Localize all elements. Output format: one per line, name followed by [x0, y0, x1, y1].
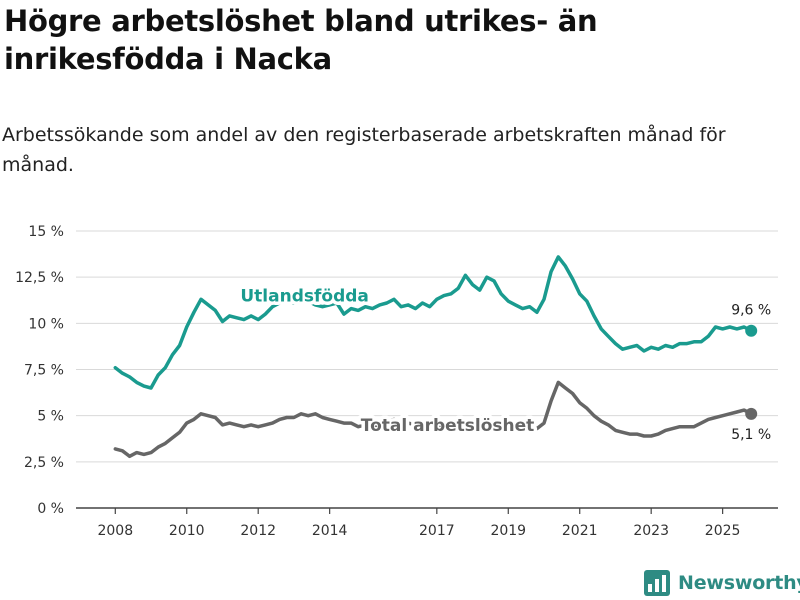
y-tick-label: 0 %: [37, 501, 64, 517]
end-point-utlandsfodda: [745, 324, 758, 337]
y-tick-label: 10 %: [28, 316, 64, 332]
x-tick-label: 2010: [169, 523, 205, 539]
brand-name: Newsworthy: [678, 572, 800, 594]
series-line-total-arbetsloshet: [113, 380, 753, 459]
series-labels: Utlandsfödda 9,6 % Total arbetslöshet 5,1 %: [237, 283, 773, 445]
chart-subtitle: Arbetssökande som andel av den registerb…: [2, 124, 726, 176]
x-tick-label: 2021: [562, 523, 598, 539]
series-lines: [113, 255, 758, 459]
end-point-total-arbetsloshet: [745, 407, 758, 420]
end-value-label-utlandsfodda: 9,6 %: [731, 303, 771, 319]
series-label-total-arbetsloshet: Total arbetslöshet: [361, 416, 535, 436]
x-tick-label: 2008: [97, 523, 133, 539]
series-line-utlandsfodda: [113, 255, 753, 390]
x-tick-label: 2023: [633, 523, 669, 539]
series-label-utlandsfodda: Utlandsfödda: [240, 287, 369, 307]
y-tick-label: 2,5 %: [24, 455, 64, 471]
y-tick-label: 7,5 %: [24, 363, 64, 379]
y-axis-ticks: 0 % 2,5 % 5 % 7,5 % 10 % 12,5 % 15 %: [15, 224, 64, 517]
y-tick-label: 5 %: [37, 409, 64, 425]
newsworthy-logo: Newsworthy: [644, 568, 800, 598]
end-value-label-total-arbetsloshet: 5,1 %: [731, 427, 771, 443]
chart-title: Högre arbetslöshet bland utrikes- än inr…: [4, 4, 598, 76]
y-tick-label: 12,5 %: [15, 270, 64, 286]
x-tick-label: 2019: [490, 523, 526, 539]
x-tick-label: 2014: [312, 523, 348, 539]
x-axis: 2008 2010 2012 2014 2017 2019 2021 2023 2025: [76, 507, 778, 539]
bar-chart-icon: [644, 570, 670, 596]
y-tick-label: 15 %: [28, 224, 64, 240]
x-tick-label: 2017: [419, 523, 455, 539]
x-tick-label: 2012: [240, 523, 276, 539]
gridlines: [76, 230, 778, 463]
x-tick-label: 2025: [705, 523, 741, 539]
